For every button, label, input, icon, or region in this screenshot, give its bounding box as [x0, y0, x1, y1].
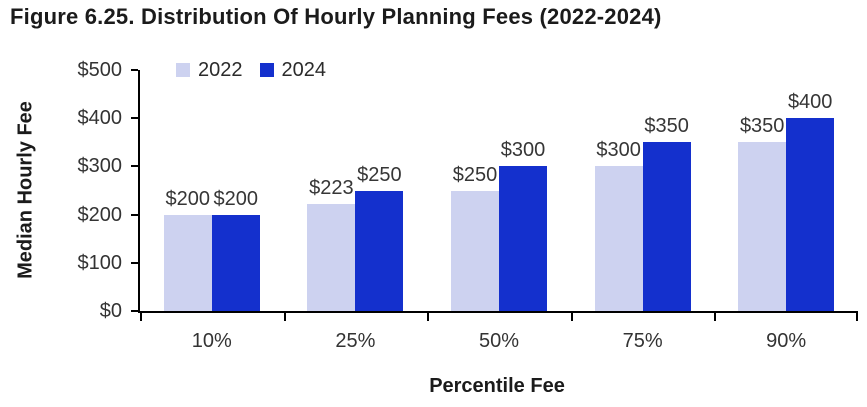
x-axis-tick — [856, 311, 858, 321]
x-axis-tick — [140, 311, 142, 321]
bar-2022-90% — [738, 142, 787, 311]
legend-item-2022: 2022 — [176, 60, 243, 80]
bar-2022-50% — [451, 190, 499, 311]
legend-label-2022: 2022 — [198, 59, 243, 81]
bar-value-label-2024-90%: $400 — [787, 91, 833, 114]
x-axis-title: Percentile Fee — [429, 375, 565, 397]
y-axis-tick-label: $500 — [77, 59, 123, 81]
bar-value-label-2024-75%: $350 — [644, 115, 689, 138]
x-axis-tick — [427, 311, 430, 321]
legend-item-2024: 2024 — [259, 59, 327, 81]
x-axis-tick — [283, 311, 286, 321]
y-axis-tick — [131, 261, 138, 264]
y-axis-title: Median Hourly Fee — [14, 101, 37, 279]
bar-value-label-2022-10%: $200 — [165, 187, 211, 210]
bar-2024-75% — [642, 142, 691, 311]
x-axis-category-label: 25% — [335, 330, 376, 352]
bar-2022-75% — [594, 166, 643, 311]
bar-value-label-2024-10%: $200 — [213, 187, 259, 210]
legend-swatch-2022 — [176, 63, 190, 77]
y-axis-tick — [131, 117, 138, 120]
bar-2024-25% — [355, 190, 404, 311]
bar-value-label-2024-50%: $300 — [500, 139, 546, 162]
x-axis-category-label: 10% — [191, 330, 232, 352]
y-axis-tick — [131, 165, 138, 168]
bar-2024-10% — [211, 214, 260, 311]
y-axis-tick — [131, 69, 138, 71]
bar-value-label-2022-90%: $350 — [739, 115, 785, 138]
bar-value-label-2022-25%: $223 — [309, 176, 354, 199]
bar-value-label-2022-75%: $300 — [596, 139, 641, 162]
y-axis-tick — [131, 213, 138, 216]
chart-title: Figure 6.25. Distribution Of Hourly Plan… — [10, 4, 662, 29]
y-axis-tick-label: $100 — [77, 251, 123, 274]
bar-2022-25% — [307, 203, 356, 311]
y-axis-tick-label: $200 — [77, 203, 123, 226]
legend: 2022 2024 — [176, 60, 326, 80]
bar-value-label-2022-50%: $250 — [452, 163, 498, 186]
x-axis-category-label: 90% — [766, 330, 807, 352]
y-axis-tick-label: $0 — [99, 300, 122, 322]
legend-label-2024: 2024 — [281, 59, 327, 81]
bar-2022-10% — [163, 214, 212, 311]
x-axis-category-label: 50% — [478, 330, 520, 352]
x-axis-tick — [714, 311, 717, 321]
bar-2024-90% — [786, 118, 835, 311]
x-axis-tick — [570, 311, 573, 321]
bar-2024-50% — [499, 166, 547, 311]
legend-swatch-2024 — [259, 63, 274, 77]
bar-value-label-2024-25%: $250 — [357, 163, 402, 186]
y-axis-tick — [131, 310, 138, 312]
x-axis-category-label: 75% — [622, 330, 663, 352]
y-axis-tick-label: $300 — [77, 155, 123, 178]
plot-area: $0 $100 $200 $300 $400 $500 10% $200 $200 25% $223… — [78, 59, 858, 352]
y-axis-tick-label: $400 — [77, 107, 123, 130]
